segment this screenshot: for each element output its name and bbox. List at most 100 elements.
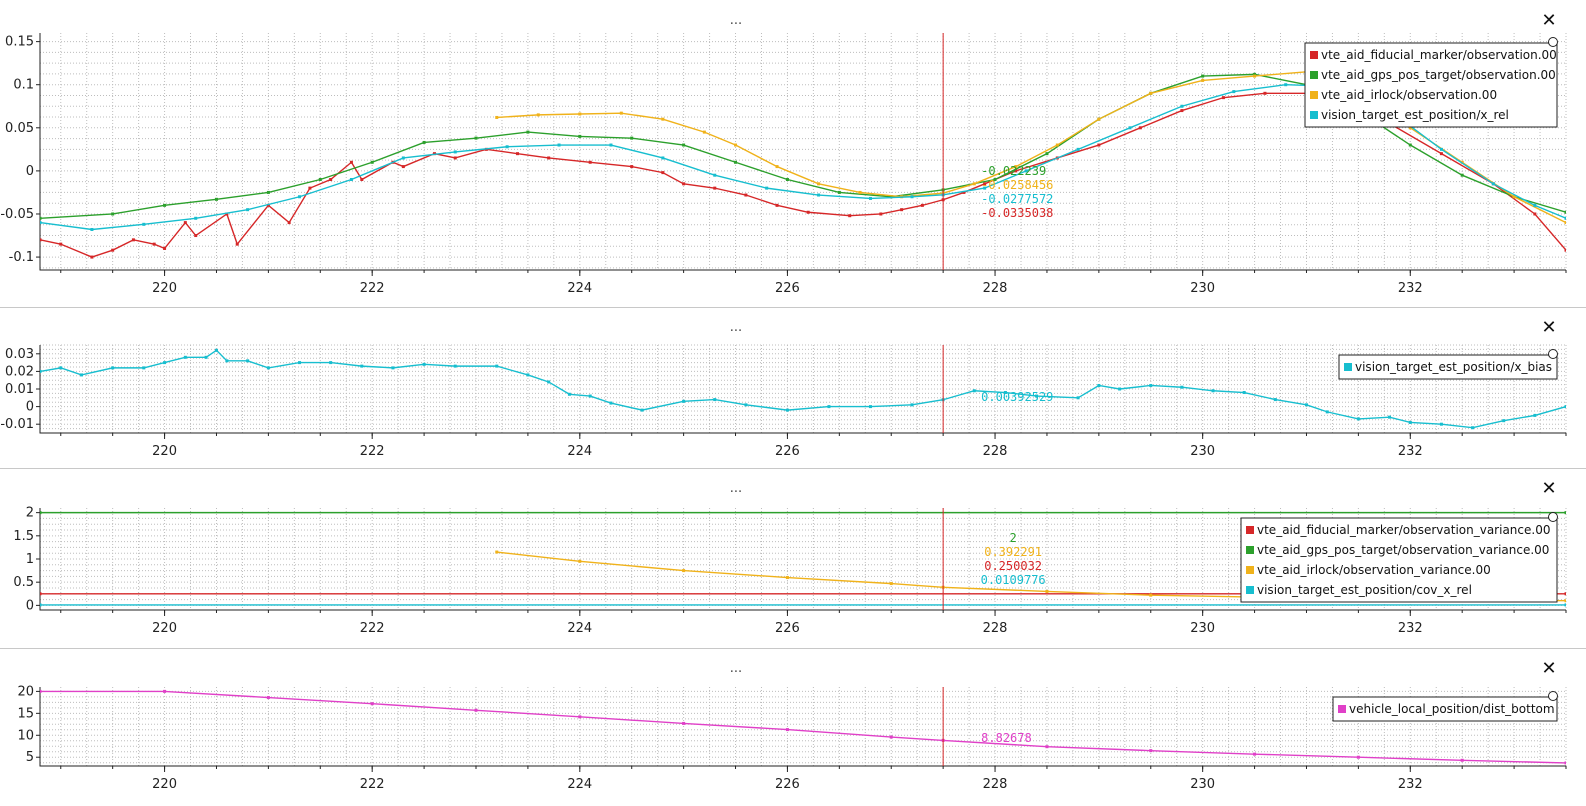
- legend-handle[interactable]: [1548, 349, 1558, 359]
- legend-label[interactable]: vte_aid_gps_pos_target/observation_varia…: [1257, 543, 1549, 557]
- y-tick-label: 0.15: [5, 35, 34, 50]
- series-point: [1263, 91, 1267, 95]
- plot-panel-3[interactable]: ... ✕ 220 222 224 226 228 230 232 0 0.5 1 1.5 2 2 0.392…: [0, 468, 1586, 648]
- series-point: [713, 173, 717, 177]
- series-point: [40, 689, 42, 693]
- legend-label[interactable]: vte_aid_gps_pos_target/observation.00: [1321, 68, 1556, 82]
- legend-label[interactable]: vision_target_est_position/cov_x_rel: [1257, 583, 1472, 597]
- close-icon[interactable]: ✕: [1541, 478, 1556, 499]
- plot-svg-1[interactable]: ... ✕ 220 222 224 226 228 230 232 -0.1 -0.05 0 0.05 0…: [0, 0, 1586, 307]
- plot-svg-3[interactable]: ... ✕220 222 224 226 228 230 23200.511.5220.392…: [0, 468, 1586, 648]
- series-point: [962, 190, 966, 194]
- series-point: [817, 193, 821, 197]
- series-point: [1439, 422, 1443, 426]
- series-point: [495, 364, 499, 368]
- close-icon[interactable]: ✕: [1541, 10, 1556, 31]
- series-point: [308, 186, 312, 190]
- x-tick-label: 220: [152, 621, 177, 636]
- plot-panel-2[interactable]: ... ✕ 220 222 224 226 228 230 232 -0.01 0 0.01 0.02 0…: [0, 307, 1586, 468]
- legend[interactable]: vehicle_local_position/dist_bottom: [1332, 696, 1558, 722]
- series-point: [630, 165, 634, 169]
- plot-title-dots[interactable]: ...: [730, 661, 742, 676]
- series-point: [1232, 90, 1236, 94]
- series-point: [1564, 511, 1566, 515]
- cursor-value-label: 8.82678: [981, 731, 1032, 745]
- series-point: [1439, 152, 1443, 156]
- series-point: [536, 113, 540, 117]
- series-point: [142, 366, 146, 370]
- x-tick-label: 220: [152, 281, 177, 296]
- series-point: [1512, 195, 1516, 199]
- series-point: [401, 165, 405, 169]
- x-tick-label: 228: [983, 621, 1008, 636]
- legend-label[interactable]: vision_target_est_position/x_rel: [1321, 108, 1509, 122]
- legend[interactable]: vte_aid_fiducial_marker/observation.00vt…: [1304, 42, 1558, 128]
- series-point: [1533, 212, 1537, 216]
- series-point: [80, 373, 84, 377]
- legend-label[interactable]: vte_aid_irlock/observation.00: [1321, 88, 1497, 102]
- x-tick-label: 230: [1190, 281, 1215, 296]
- series-point: [422, 140, 426, 144]
- plot-panel-1[interactable]: ... ✕ 220 222 224 226 228 230 232 -0.1 -0.05 0 0.05 0…: [0, 0, 1586, 307]
- series-point: [298, 195, 302, 199]
- series-point: [889, 582, 893, 586]
- grid-lines: [40, 33, 1567, 270]
- series-point: [349, 178, 353, 182]
- legend-label[interactable]: vision_target_est_position/x_bias: [1355, 360, 1552, 374]
- series-point: [40, 369, 42, 373]
- series-point: [1097, 383, 1101, 387]
- panel-separator[interactable]: [0, 648, 1586, 649]
- series-point: [266, 190, 270, 194]
- series-point: [1408, 143, 1412, 147]
- series-point: [868, 196, 872, 200]
- series-point: [246, 208, 250, 212]
- close-icon[interactable]: ✕: [1541, 317, 1556, 338]
- series-point: [547, 380, 551, 384]
- series-point: [1356, 755, 1360, 759]
- series-point: [734, 143, 738, 147]
- plot-title-dots[interactable]: ...: [730, 320, 742, 335]
- x-tick-label: 230: [1190, 621, 1215, 636]
- legend-label[interactable]: vte_aid_irlock/observation_variance.00: [1257, 563, 1491, 577]
- plot-title-dots[interactable]: ...: [730, 13, 742, 28]
- y-tick-label: 0: [26, 598, 34, 613]
- series-point: [557, 143, 561, 147]
- series-point: [526, 130, 530, 134]
- legend-label[interactable]: vehicle_local_position/dist_bottom: [1349, 702, 1555, 716]
- series-point: [1201, 78, 1205, 82]
- y-tick-label: 5: [26, 750, 34, 765]
- plot-svg-4[interactable]: ... ✕ 220 222 224 226 228 230 232 5 10 15 20 8.82678 v…: [0, 648, 1586, 806]
- legend-handle[interactable]: [1548, 37, 1558, 47]
- series-point: [266, 203, 270, 207]
- series-point: [183, 355, 187, 359]
- series-point: [474, 136, 478, 140]
- legend-label[interactable]: vte_aid_fiducial_marker/observation.00: [1321, 48, 1557, 62]
- panel-separator[interactable]: [0, 307, 1586, 308]
- close-icon[interactable]: ✕: [1541, 658, 1556, 679]
- legend-handle[interactable]: [1548, 691, 1558, 701]
- series-point: [1388, 415, 1392, 419]
- series-point: [1564, 405, 1566, 409]
- series-point: [1014, 169, 1018, 173]
- panel-separator[interactable]: [0, 468, 1586, 469]
- y-tick-label: 0.03: [5, 347, 34, 362]
- series-point: [1533, 203, 1537, 207]
- cursor-value-label: 0.392291: [984, 545, 1042, 559]
- legend[interactable]: vte_aid_fiducial_marker/observation_vari…: [1240, 517, 1558, 603]
- series-point: [40, 221, 42, 225]
- legend[interactable]: vision_target_est_position/x_bias: [1338, 354, 1558, 380]
- plot-panel-4[interactable]: ... ✕ 220 222 224 226 228 230 232 5 10 15 20 8.82678 v…: [0, 648, 1586, 806]
- plot-title-dots[interactable]: ...: [730, 481, 742, 496]
- series-point: [1460, 758, 1464, 762]
- legend-handle[interactable]: [1548, 512, 1558, 522]
- series-point: [682, 569, 686, 573]
- legend-swatch: [1310, 111, 1318, 119]
- legend-label[interactable]: vte_aid_fiducial_marker/observation_vari…: [1257, 523, 1550, 537]
- series-point: [817, 182, 821, 186]
- series-point: [1564, 221, 1566, 225]
- plot-svg-2[interactable]: ... ✕ 220 222 224 226 228 230 232 -0.01 0 0.01 0.02 0…: [0, 307, 1586, 468]
- series-point: [588, 160, 592, 164]
- series-point: [682, 182, 686, 186]
- series-point: [422, 362, 426, 366]
